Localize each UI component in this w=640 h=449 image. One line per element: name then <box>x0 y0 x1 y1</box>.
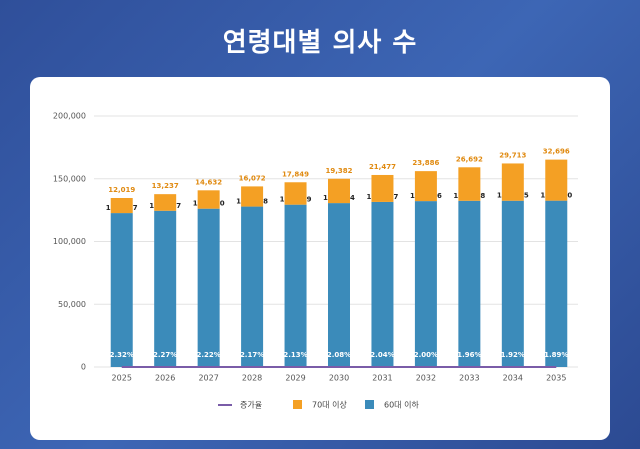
bar-segment <box>328 203 350 367</box>
growth-label: 1.92% <box>501 351 525 359</box>
bar-segment <box>154 194 177 211</box>
bar-segment <box>241 206 264 367</box>
y-tick-label: 200,000 <box>53 112 86 121</box>
value-label: 19,382 <box>325 167 352 175</box>
growth-label: 2.00% <box>414 351 438 359</box>
bar-segment <box>501 200 524 367</box>
bar-segment <box>197 190 220 209</box>
bar-segment <box>458 167 481 201</box>
bar-segment <box>371 174 394 202</box>
x-tick-label: 2032 <box>416 374 436 383</box>
legend-label: 60대 이하 <box>384 400 419 410</box>
x-tick-label: 2030 <box>329 374 349 383</box>
growth-label: 1.96% <box>457 351 481 359</box>
bar-segment <box>154 210 177 367</box>
legend-swatch <box>365 400 374 409</box>
legend-label: 증가율 <box>240 401 262 410</box>
x-tick-label: 2028 <box>242 374 262 383</box>
bar-segment <box>241 186 264 207</box>
bar-segment <box>501 163 524 201</box>
y-tick-label: 150,000 <box>53 174 86 183</box>
growth-label: 2.08% <box>327 351 351 359</box>
bar-segment <box>414 171 437 202</box>
bar-segment <box>371 201 394 367</box>
growth-label: 2.04% <box>370 351 394 359</box>
bar-segment <box>328 178 350 204</box>
x-tick-label: 2029 <box>285 374 305 383</box>
growth-label: 2.32% <box>110 351 134 359</box>
y-tick-label: 100,000 <box>53 237 86 246</box>
value-label: 29,713 <box>499 151 526 159</box>
bar-segment <box>414 201 437 367</box>
value-label: 12,019 <box>108 186 135 194</box>
growth-label: 2.13% <box>283 351 307 359</box>
bar-segment <box>284 204 307 367</box>
growth-label: 2.22% <box>196 351 220 359</box>
growth-label: 1.89% <box>544 351 568 359</box>
x-tick-label: 2034 <box>503 374 523 383</box>
x-tick-label: 2025 <box>112 374 132 383</box>
legend-label: 70대 이상 <box>312 400 347 410</box>
value-label: 26,692 <box>456 155 483 163</box>
bar-segment <box>458 200 481 367</box>
y-tick-label: 50,000 <box>58 300 86 309</box>
x-tick-label: 2027 <box>198 374 218 383</box>
bar-segment <box>545 159 568 201</box>
x-tick-label: 2026 <box>155 374 175 383</box>
value-label: 13,237 <box>152 182 179 190</box>
legend-swatch <box>293 400 302 409</box>
bar-segment <box>110 197 133 214</box>
value-label: 23,886 <box>412 159 439 167</box>
value-label: 32,696 <box>543 148 570 156</box>
bar-segment <box>197 208 220 367</box>
bar-segment <box>284 182 307 205</box>
growth-label: 2.27% <box>153 351 177 359</box>
growth-label: 2.17% <box>240 351 264 359</box>
x-tick-label: 2033 <box>459 374 479 383</box>
value-label: 21,477 <box>369 163 396 171</box>
value-label: 17,849 <box>282 170 309 178</box>
value-label: 14,632 <box>195 178 222 186</box>
bar-segment <box>110 213 133 367</box>
y-tick-label: 0 <box>81 363 86 372</box>
value-label: 16,072 <box>239 174 266 182</box>
x-tick-label: 2035 <box>546 374 566 383</box>
x-tick-label: 2031 <box>372 374 392 383</box>
chart-title: 연령대별 의사 수 <box>222 28 418 58</box>
bar-segment <box>545 200 568 367</box>
